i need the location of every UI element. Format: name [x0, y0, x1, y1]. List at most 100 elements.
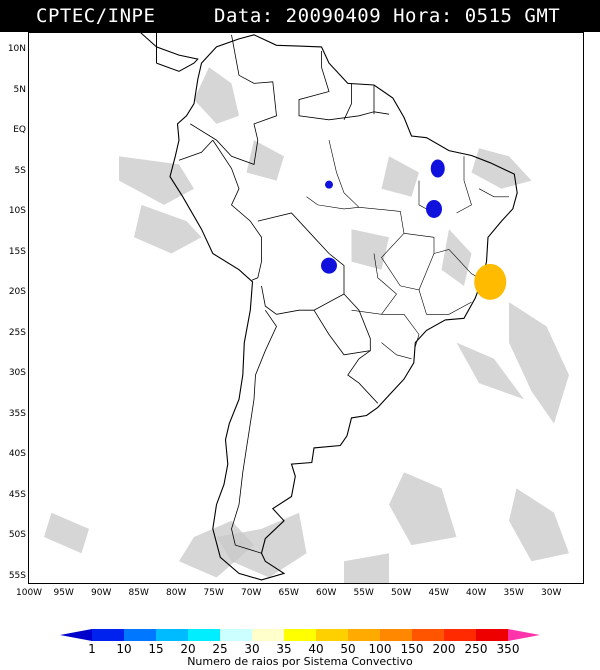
convective-systems	[321, 159, 507, 300]
country-border	[231, 309, 277, 554]
colorbar-segment	[380, 629, 413, 641]
country-border	[178, 139, 214, 161]
colorbar-tick-label: 10	[116, 642, 132, 656]
colorbar-tick-label: 35	[276, 642, 292, 656]
state-border	[328, 140, 360, 208]
colorbar-tick-label: 1	[88, 642, 96, 656]
lon-label: 85W	[128, 588, 149, 598]
country-border	[212, 139, 262, 281]
lat-label: 35S	[8, 408, 26, 419]
state-border	[381, 342, 412, 360]
colorbar-tick-label: 25	[212, 642, 228, 656]
colorbar-tick-label: 20	[180, 642, 196, 656]
colorbar-tick-label: 350	[496, 642, 520, 656]
cloud-blob	[246, 140, 284, 181]
landmass	[140, 33, 518, 581]
lat-label: 10S	[8, 206, 26, 216]
map-header: CPTEC/INPE Data: 20090409 Hora: 0515 GMT	[0, 0, 600, 32]
country-border	[343, 83, 352, 120]
date-time-label: Data: 20090409 Hora: 0515 GMT	[214, 5, 561, 27]
colorbar-title: Numero de raios por Sistema Convectivo	[187, 655, 413, 668]
cloud-blob	[134, 204, 202, 254]
cloud-blob	[456, 342, 524, 400]
colorbar-tick-label: 250	[464, 642, 488, 656]
colorbar-segment	[412, 629, 445, 641]
lat-label: 20S	[8, 287, 26, 297]
lat-label: 55S	[8, 570, 26, 581]
lat-label: 30S	[8, 368, 26, 378]
cloud-blob	[194, 67, 239, 124]
lon-label: 75W	[203, 588, 224, 598]
convective-system	[325, 180, 333, 189]
country-border	[313, 293, 371, 356]
state-border	[456, 156, 472, 214]
lon-label: 70W	[241, 588, 262, 598]
colorbar-segment	[476, 629, 509, 641]
lat-label: 5S	[14, 165, 26, 176]
lat-label: 40S	[8, 449, 26, 459]
cloud-blob	[179, 520, 254, 578]
cloud-blob	[381, 156, 419, 197]
lat-label: 45S	[8, 489, 26, 500]
colorbar-segment	[60, 629, 92, 641]
country-border	[190, 34, 277, 165]
lat-label: 25S	[8, 327, 26, 338]
convective-system	[474, 263, 507, 300]
colorbar-segment	[444, 629, 477, 641]
country-border	[347, 350, 379, 404]
lightning-colorbar	[60, 629, 540, 641]
cloud-blob	[44, 512, 89, 554]
lon-label: 40W	[466, 588, 487, 598]
lat-label: EQ	[13, 125, 26, 135]
lon-label: 50W	[391, 588, 412, 598]
cloud-blob	[344, 553, 389, 583]
colorbar-tick-label: 50	[340, 642, 356, 656]
state-border	[381, 314, 420, 347]
cloud-blob	[509, 488, 569, 562]
source-label: CPTEC/INPE	[36, 5, 156, 27]
colorbar-segment	[156, 629, 189, 641]
lon-label: 55W	[353, 588, 374, 598]
lat-label: 15S	[8, 246, 26, 257]
cloud-blob	[351, 229, 389, 270]
colorbar-segment	[220, 629, 253, 641]
cloud-cover	[44, 67, 569, 583]
colorbar-segment	[316, 629, 349, 641]
state-border	[478, 188, 509, 198]
lon-label: 60W	[316, 588, 337, 598]
colorbar-tick-label: 15	[148, 642, 164, 656]
continent-outline	[169, 34, 518, 581]
south-america-map	[44, 33, 569, 583]
lon-label: 90W	[91, 588, 112, 598]
convective-system	[426, 199, 442, 218]
lon-label: 30W	[541, 588, 562, 598]
lat-label: 50S	[8, 530, 26, 540]
colorbar-segment	[252, 629, 285, 641]
lat-label: 10N	[7, 44, 26, 54]
lon-label: 80W	[166, 588, 187, 598]
state-border	[418, 289, 472, 315]
colorbar-segment	[508, 629, 540, 641]
colorbar-segment	[124, 629, 157, 641]
cloud-blob	[509, 302, 569, 424]
colorbar-segment	[92, 629, 125, 641]
colorbar-segment	[284, 629, 317, 641]
lon-label: 95W	[53, 588, 74, 598]
cloud-blob	[216, 512, 307, 578]
state-border	[306, 196, 360, 210]
convective-system	[430, 159, 445, 178]
state-border	[381, 233, 435, 291]
colorbar-segment	[348, 629, 381, 641]
cloud-blob	[119, 156, 194, 205]
colorbar-tick-label: 200	[432, 642, 456, 656]
lon-label: 45W	[428, 588, 449, 598]
central-america-outline	[140, 33, 199, 72]
lon-label: 100W	[16, 588, 43, 598]
map-frame	[28, 32, 584, 584]
lon-label: 35W	[503, 588, 524, 598]
colorbar-tick-label: 30	[244, 642, 260, 656]
colorbar-tick-label: 100	[368, 642, 392, 656]
convective-system	[321, 257, 337, 274]
country-border	[298, 51, 390, 121]
colorbar-tick-label: 150	[400, 642, 424, 656]
